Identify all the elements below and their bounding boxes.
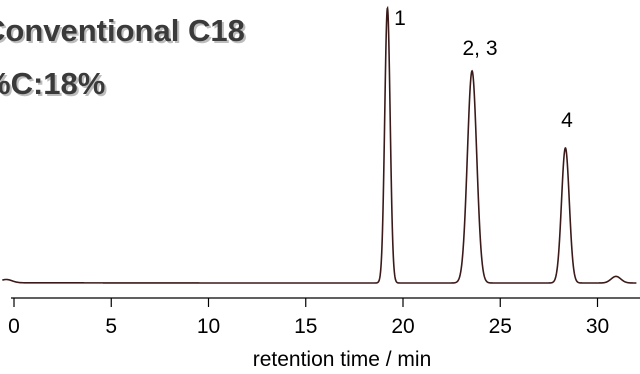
chart-title: Conventional C18 %C:18% Conventional C18… xyxy=(0,13,247,103)
plot-area: 1 2, 3 4 xyxy=(2,5,637,284)
peak-label-1: 1 xyxy=(394,7,406,30)
title-line-2-shadow: %C:18% xyxy=(0,68,107,103)
title-line-1-shadow: Conventional C18 xyxy=(0,15,247,50)
x-tick-label-30: 30 xyxy=(586,315,609,338)
title-line-2: %C:18% xyxy=(0,66,105,101)
peak-label-3: 4 xyxy=(561,109,573,132)
x-tick-label-20: 20 xyxy=(391,315,414,338)
x-axis: 0 5 10 15 20 25 30 xyxy=(8,297,640,338)
chromatogram-trace xyxy=(2,5,637,284)
x-tick-label-15: 15 xyxy=(294,315,317,338)
x-axis-label: retention time / min xyxy=(253,348,432,371)
x-tick-label-25: 25 xyxy=(489,315,512,338)
peak-label-2: 2, 3 xyxy=(462,37,497,60)
x-tick-label-0: 0 xyxy=(8,315,20,338)
title-line-1: Conventional C18 xyxy=(0,13,245,48)
x-tick-label-10: 10 xyxy=(197,315,220,338)
x-tick-label-5: 5 xyxy=(105,315,117,338)
